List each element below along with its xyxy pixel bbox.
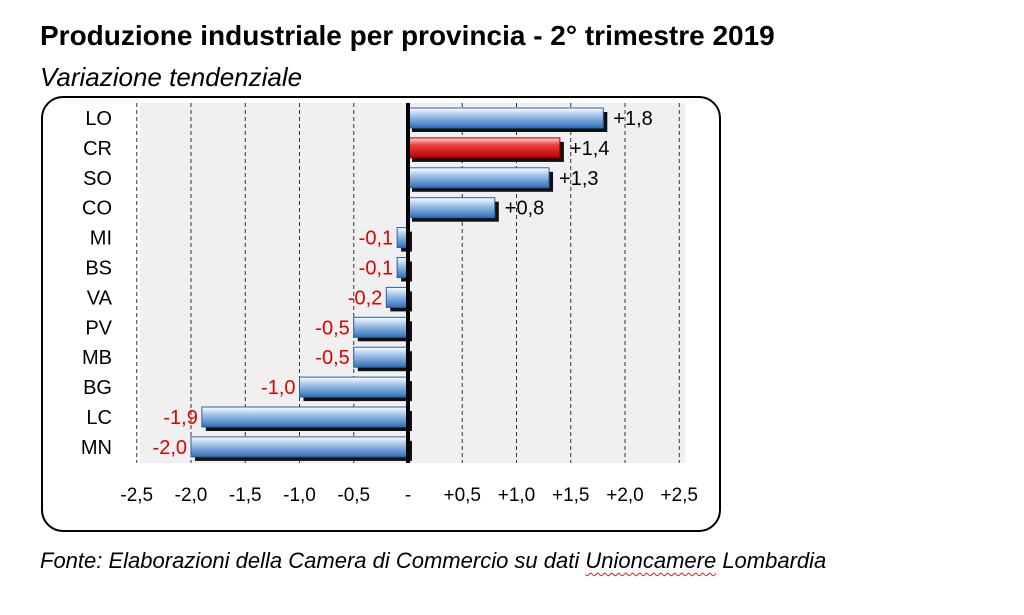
category-label: BS	[85, 258, 112, 280]
category-label: MB	[82, 347, 112, 369]
category-label: SO	[83, 168, 112, 190]
source-note: Fonte: Elaborazioni della Camera di Comm…	[40, 548, 826, 574]
bar-mn	[190, 436, 409, 458]
value-label: -0,2	[348, 287, 382, 309]
value-label: +1,8	[613, 108, 652, 130]
bar-so	[407, 167, 550, 189]
value-label: -0,5	[315, 347, 349, 369]
plot-area	[140, 103, 685, 463]
bar-pv	[353, 316, 409, 338]
x-tick-label: -0,5	[337, 485, 370, 506]
source-note-suffix: Lombardia	[716, 548, 827, 573]
chart-title: Produzione industriale per provincia - 2…	[40, 20, 775, 51]
bar-mb	[353, 346, 409, 368]
x-tick-label: +0,5	[443, 485, 481, 506]
category-label: MN	[81, 437, 112, 459]
category-label: BG	[83, 377, 112, 399]
category-label: CR	[83, 138, 112, 160]
value-label: -0,5	[315, 317, 349, 339]
bar-co	[407, 197, 496, 219]
x-tick-label: -	[405, 485, 411, 506]
category-label: VA	[87, 287, 113, 309]
category-label: LC	[86, 407, 112, 429]
bar-lc	[201, 406, 409, 428]
x-tick-label: +1,5	[552, 485, 590, 506]
chart-subtitle: Variazione tendenziale	[40, 62, 303, 92]
value-label: -2,0	[153, 437, 187, 459]
x-tick-label: -2,0	[175, 485, 208, 506]
x-tick-label: -2,5	[120, 485, 153, 506]
bar-cr	[407, 137, 561, 159]
value-label: -1,0	[261, 377, 295, 399]
x-tick-label: +2,0	[606, 485, 644, 506]
x-tick-label: -1,0	[283, 485, 316, 506]
category-label: MI	[90, 228, 112, 250]
value-label: +1,3	[559, 168, 598, 190]
value-label: +1,4	[570, 138, 609, 160]
x-tick-label: +2,5	[660, 485, 698, 506]
x-tick-label: +1,0	[498, 485, 536, 506]
bar-bg	[299, 376, 409, 398]
category-label: LO	[85, 108, 112, 130]
source-note-unioncamere: Unioncamere	[585, 548, 717, 573]
value-label: +0,8	[505, 198, 544, 220]
x-tick-label: -1,5	[229, 485, 262, 506]
source-note-prefix: Fonte: Elaborazioni della Camera di Comm…	[40, 548, 586, 573]
value-label: -1,9	[163, 407, 197, 429]
value-label: -0,1	[359, 258, 393, 280]
bar-va	[385, 286, 409, 308]
bar-lo	[407, 107, 604, 129]
category-label: CO	[82, 198, 112, 220]
value-label: -0,1	[359, 228, 393, 250]
category-label: PV	[85, 317, 112, 339]
